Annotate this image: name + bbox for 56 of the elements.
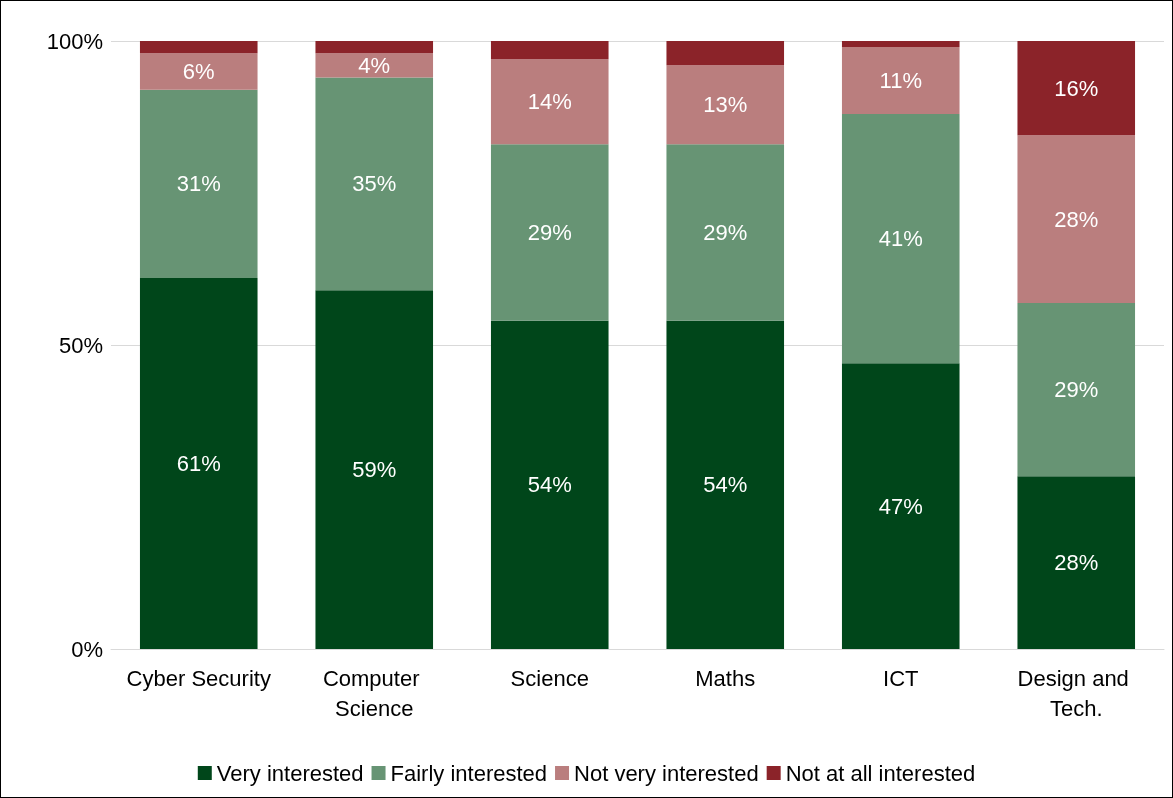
data-label: 59%	[352, 457, 397, 483]
bar	[841, 41, 960, 48]
bar	[841, 113, 960, 364]
x-tick-label: Science	[510, 665, 589, 691]
data-label: 31%	[176, 171, 221, 197]
bar	[841, 363, 960, 649]
bar	[315, 290, 434, 649]
bar	[1017, 476, 1136, 649]
data-label: 61%	[176, 451, 221, 477]
y-tick-label: 0%	[71, 636, 103, 662]
bar	[139, 53, 258, 90]
bar	[490, 144, 609, 321]
bar	[315, 41, 434, 54]
data-label: 54%	[527, 472, 572, 498]
legend-label: Very interested	[216, 760, 364, 786]
data-label: 41%	[878, 226, 923, 252]
data-label: 29%	[1054, 377, 1099, 403]
x-tick-label: Design and Tech.	[1017, 665, 1135, 721]
bar	[1017, 303, 1136, 477]
bar	[315, 53, 434, 78]
bar	[139, 278, 258, 649]
data-label: 28%	[1054, 550, 1099, 576]
data-label: 14%	[527, 89, 572, 115]
data-label: 54%	[703, 472, 748, 498]
legend-label: Fairly interested	[390, 760, 548, 786]
bar	[666, 41, 785, 66]
bar	[490, 41, 609, 60]
data-label: 4%	[358, 52, 391, 78]
legend-label: Not very interested	[574, 760, 759, 786]
bar	[1017, 41, 1136, 136]
bar	[666, 320, 785, 649]
data-label: 35%	[352, 171, 397, 197]
data-label: 13%	[703, 92, 748, 118]
bar	[841, 47, 960, 114]
data-label: 11%	[879, 68, 922, 94]
bar	[139, 89, 258, 279]
data-label: 29%	[703, 220, 748, 246]
bar	[666, 144, 785, 321]
bar	[139, 41, 258, 54]
x-tick-label: Maths	[695, 665, 756, 691]
bar	[315, 77, 434, 291]
legend-label: Not at all interested	[785, 760, 976, 786]
bar	[666, 65, 785, 145]
bar	[1017, 135, 1136, 304]
data-label: 16%	[1054, 75, 1099, 101]
x-tick-label: Computer Science	[322, 665, 426, 721]
bar	[490, 320, 609, 649]
data-label: 28%	[1054, 206, 1099, 232]
y-tick-label: 100%	[46, 28, 103, 54]
data-label: 6%	[182, 58, 215, 84]
x-tick-label: ICT	[883, 665, 919, 691]
bar	[490, 59, 609, 145]
data-label: 29%	[527, 220, 572, 246]
data-label: 47%	[878, 493, 923, 519]
x-tick-label: Cyber Security	[126, 665, 271, 691]
y-tick-label: 50%	[58, 332, 103, 358]
